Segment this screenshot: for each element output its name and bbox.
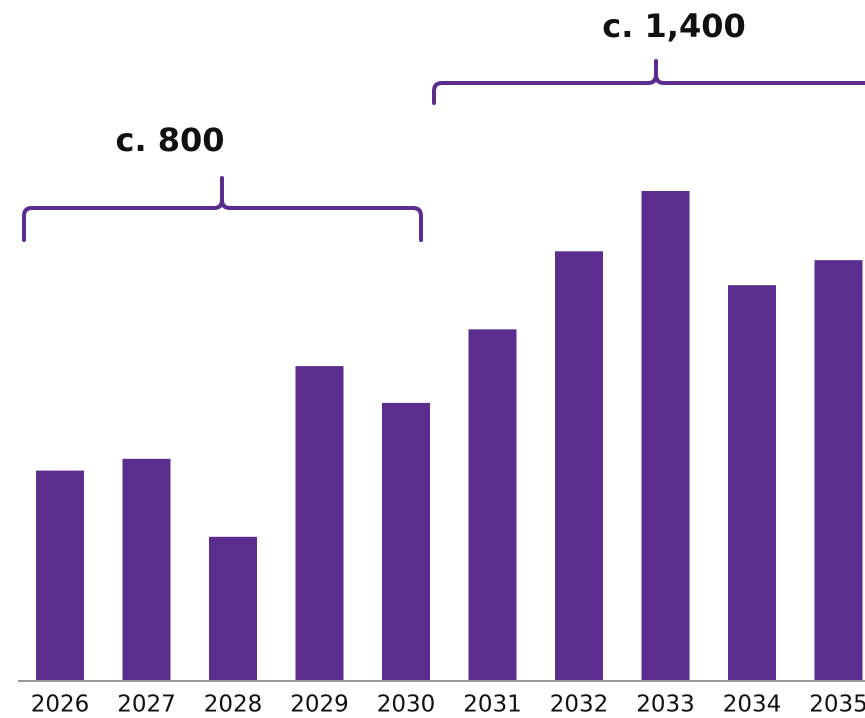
bar	[728, 285, 776, 681]
bar	[122, 458, 171, 681]
bracket	[22, 176, 423, 242]
x-tick-label: 2026	[31, 692, 90, 718]
bar	[36, 470, 84, 681]
x-tick-label: 2027	[117, 692, 176, 718]
x-tick-label: 2029	[290, 692, 349, 718]
bar	[555, 251, 603, 682]
bar	[295, 366, 344, 681]
bar	[382, 402, 430, 681]
bar	[814, 260, 863, 681]
x-tick-label: 2034	[723, 692, 782, 718]
x-tick-label: 2030	[377, 692, 436, 718]
bar	[641, 191, 690, 681]
x-tick-label: 2032	[550, 692, 609, 718]
annotation: c. 800	[115, 121, 224, 159]
bracket	[432, 59, 865, 105]
bar	[468, 329, 517, 681]
annotation: c. 1,400	[602, 7, 745, 45]
bar	[209, 536, 257, 681]
x-tick-label: 2035	[809, 692, 865, 718]
x-tick-label: 2033	[636, 692, 695, 718]
x-tick-label: 2028	[204, 692, 263, 718]
x-tick-label: 2031	[463, 692, 522, 718]
